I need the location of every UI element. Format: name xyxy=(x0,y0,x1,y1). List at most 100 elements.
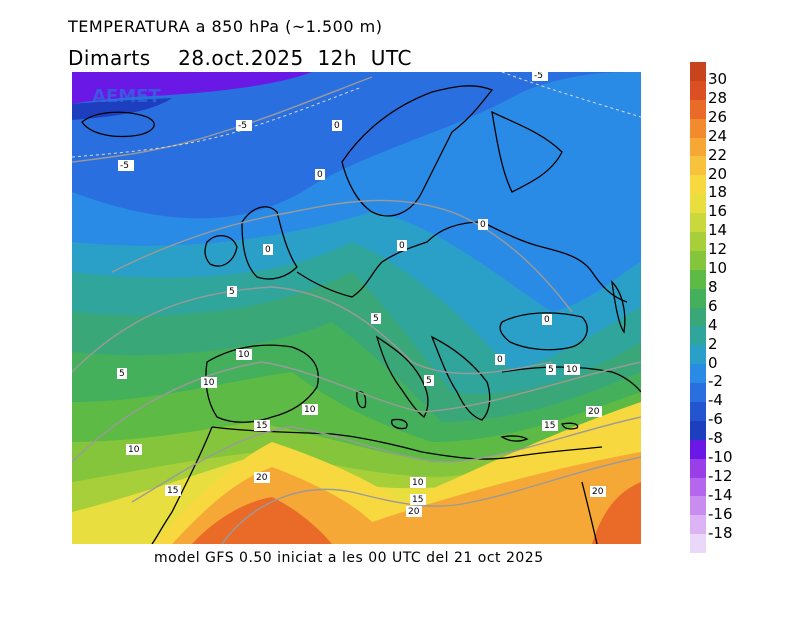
contour-label-bg xyxy=(126,444,142,455)
contour-label: 10 xyxy=(412,478,424,488)
colorbar-tick-label: 18 xyxy=(708,183,728,202)
colorbar-swatch xyxy=(690,175,706,195)
contour-label: 10 xyxy=(203,378,215,388)
contour-label-bg xyxy=(532,72,548,81)
colorbar-tick-label: 14 xyxy=(708,221,728,240)
contour-labels: -5 -5 -5 0 0 0 0 0 0 0 5 5 5 5 5 10 10 10 10 10 10 15 15 15 15 20… xyxy=(117,72,606,517)
iberia-coast xyxy=(205,344,319,423)
contour-label-bg xyxy=(590,486,606,497)
colorbar-tick-label: 10 xyxy=(708,259,728,277)
temperature-map: AEMET -5 -5 -5 0 0 0 0 0 0 0 5 5 5 5 5 10 10 10 10 10 10 15 15… xyxy=(72,72,641,544)
coastlines xyxy=(81,85,641,544)
colorbar-tick-label: -12 xyxy=(708,466,733,485)
colorbar-swatch xyxy=(690,515,706,535)
contour-label-bg xyxy=(263,244,273,255)
colorbar-swatch xyxy=(690,534,706,554)
colorbar-swatch xyxy=(690,232,706,251)
contour-label: 5 xyxy=(548,365,554,375)
colorbar-tick-label: -2 xyxy=(708,372,723,391)
colorbar-tick-label: 6 xyxy=(708,296,718,315)
colorbar-swatch xyxy=(690,496,706,516)
colorbar-swatch xyxy=(690,118,706,138)
contour-label: 0 xyxy=(334,121,340,131)
isotherm-10 xyxy=(72,361,641,463)
contour-label-bg xyxy=(406,506,422,517)
colorbar-tick-label: 20 xyxy=(708,164,728,183)
contour-label: 10 xyxy=(304,405,316,415)
colorbar-tick-label: 8 xyxy=(708,277,718,296)
colorbar-tick-label: 12 xyxy=(708,240,728,259)
ireland-coast xyxy=(204,235,238,267)
colorbar-swatch xyxy=(690,194,706,214)
contour-label-bg xyxy=(117,368,127,379)
contour-label-bg xyxy=(546,364,556,375)
contour-label-bg xyxy=(424,375,434,386)
isotherm-15 xyxy=(131,416,641,503)
colorbar-tick-label: 28 xyxy=(708,88,728,107)
contour-label-bg xyxy=(542,420,558,431)
contour-label-bg xyxy=(495,354,505,365)
italy-coast xyxy=(375,335,429,418)
contour-label: 0 xyxy=(497,355,503,365)
contour-label-bg xyxy=(254,472,270,483)
colorbar-swatch xyxy=(690,156,706,176)
colorbar-swatch xyxy=(690,364,706,384)
contour-label-bg xyxy=(371,313,381,324)
contour-label-bg xyxy=(410,477,426,488)
temp-band-24 xyxy=(192,497,332,544)
caspian-coast xyxy=(611,280,626,334)
colorbar-tick-label: -8 xyxy=(708,429,723,448)
contour-label-bg xyxy=(236,120,252,131)
isotherm-minus5 xyxy=(72,76,373,163)
colorbar-swatch xyxy=(690,439,706,459)
great-britain-coast xyxy=(241,206,298,280)
colorbar-tick-label: 4 xyxy=(708,315,718,334)
contour-label: 20 xyxy=(256,473,268,483)
contour-label: 15 xyxy=(412,495,423,505)
map-title: TEMPERATURA a 850 hPa (~1.500 m) xyxy=(68,17,383,36)
contour-label-bg xyxy=(315,169,325,180)
colorbar-tick-label: -14 xyxy=(708,485,733,504)
contour-label: 20 xyxy=(592,487,604,497)
north-africa-coast xyxy=(211,426,603,460)
colorbar-swatch xyxy=(690,137,706,157)
contour-label: 10 xyxy=(566,365,578,375)
colorbar-swatch xyxy=(690,307,706,327)
contour-label: 0 xyxy=(399,241,405,251)
contour-label: -5 xyxy=(534,72,543,81)
colorbar-swatch xyxy=(690,269,706,289)
colorbar-swatch xyxy=(690,62,706,81)
contour-label: 5 xyxy=(119,369,125,379)
contour-label: 0 xyxy=(317,170,323,180)
contour-label-bg xyxy=(332,120,342,131)
contour-label-bg xyxy=(410,494,426,505)
nw-africa-coast xyxy=(151,426,213,544)
colorbar-swatch xyxy=(690,345,706,365)
contour-label-bg xyxy=(165,485,181,496)
contour-label: 15 xyxy=(544,421,555,431)
isotherm-minus5-north xyxy=(501,72,641,118)
colorbar-tick-label: 22 xyxy=(708,145,728,164)
contour-label-bg xyxy=(118,160,134,171)
colorbar-tick-label: -18 xyxy=(708,523,733,542)
isotherms xyxy=(72,76,641,544)
colorbar-swatch xyxy=(690,402,706,421)
colorbar-tick-label: -16 xyxy=(708,504,733,523)
temp-band-minus10 xyxy=(72,72,312,104)
balkans-coast xyxy=(430,335,491,421)
colorbar-tick-label: -4 xyxy=(708,391,723,410)
colorbar-swatch xyxy=(690,477,706,497)
colorbar-swatch xyxy=(690,458,706,478)
contour-label: -5 xyxy=(238,121,247,131)
contour-label: 0 xyxy=(265,245,271,255)
red-sea-coast xyxy=(581,481,598,544)
colorbar-swatch xyxy=(690,80,706,100)
contour-label: 10 xyxy=(128,445,140,455)
colorbar-tick-label: 26 xyxy=(708,107,728,126)
contour-label-bg xyxy=(478,219,488,230)
contour-label: -5 xyxy=(120,161,129,171)
colorbar-swatch xyxy=(690,250,706,270)
crete-coast xyxy=(500,435,529,442)
iceland-coast xyxy=(81,111,155,138)
finland-coast xyxy=(491,110,563,193)
